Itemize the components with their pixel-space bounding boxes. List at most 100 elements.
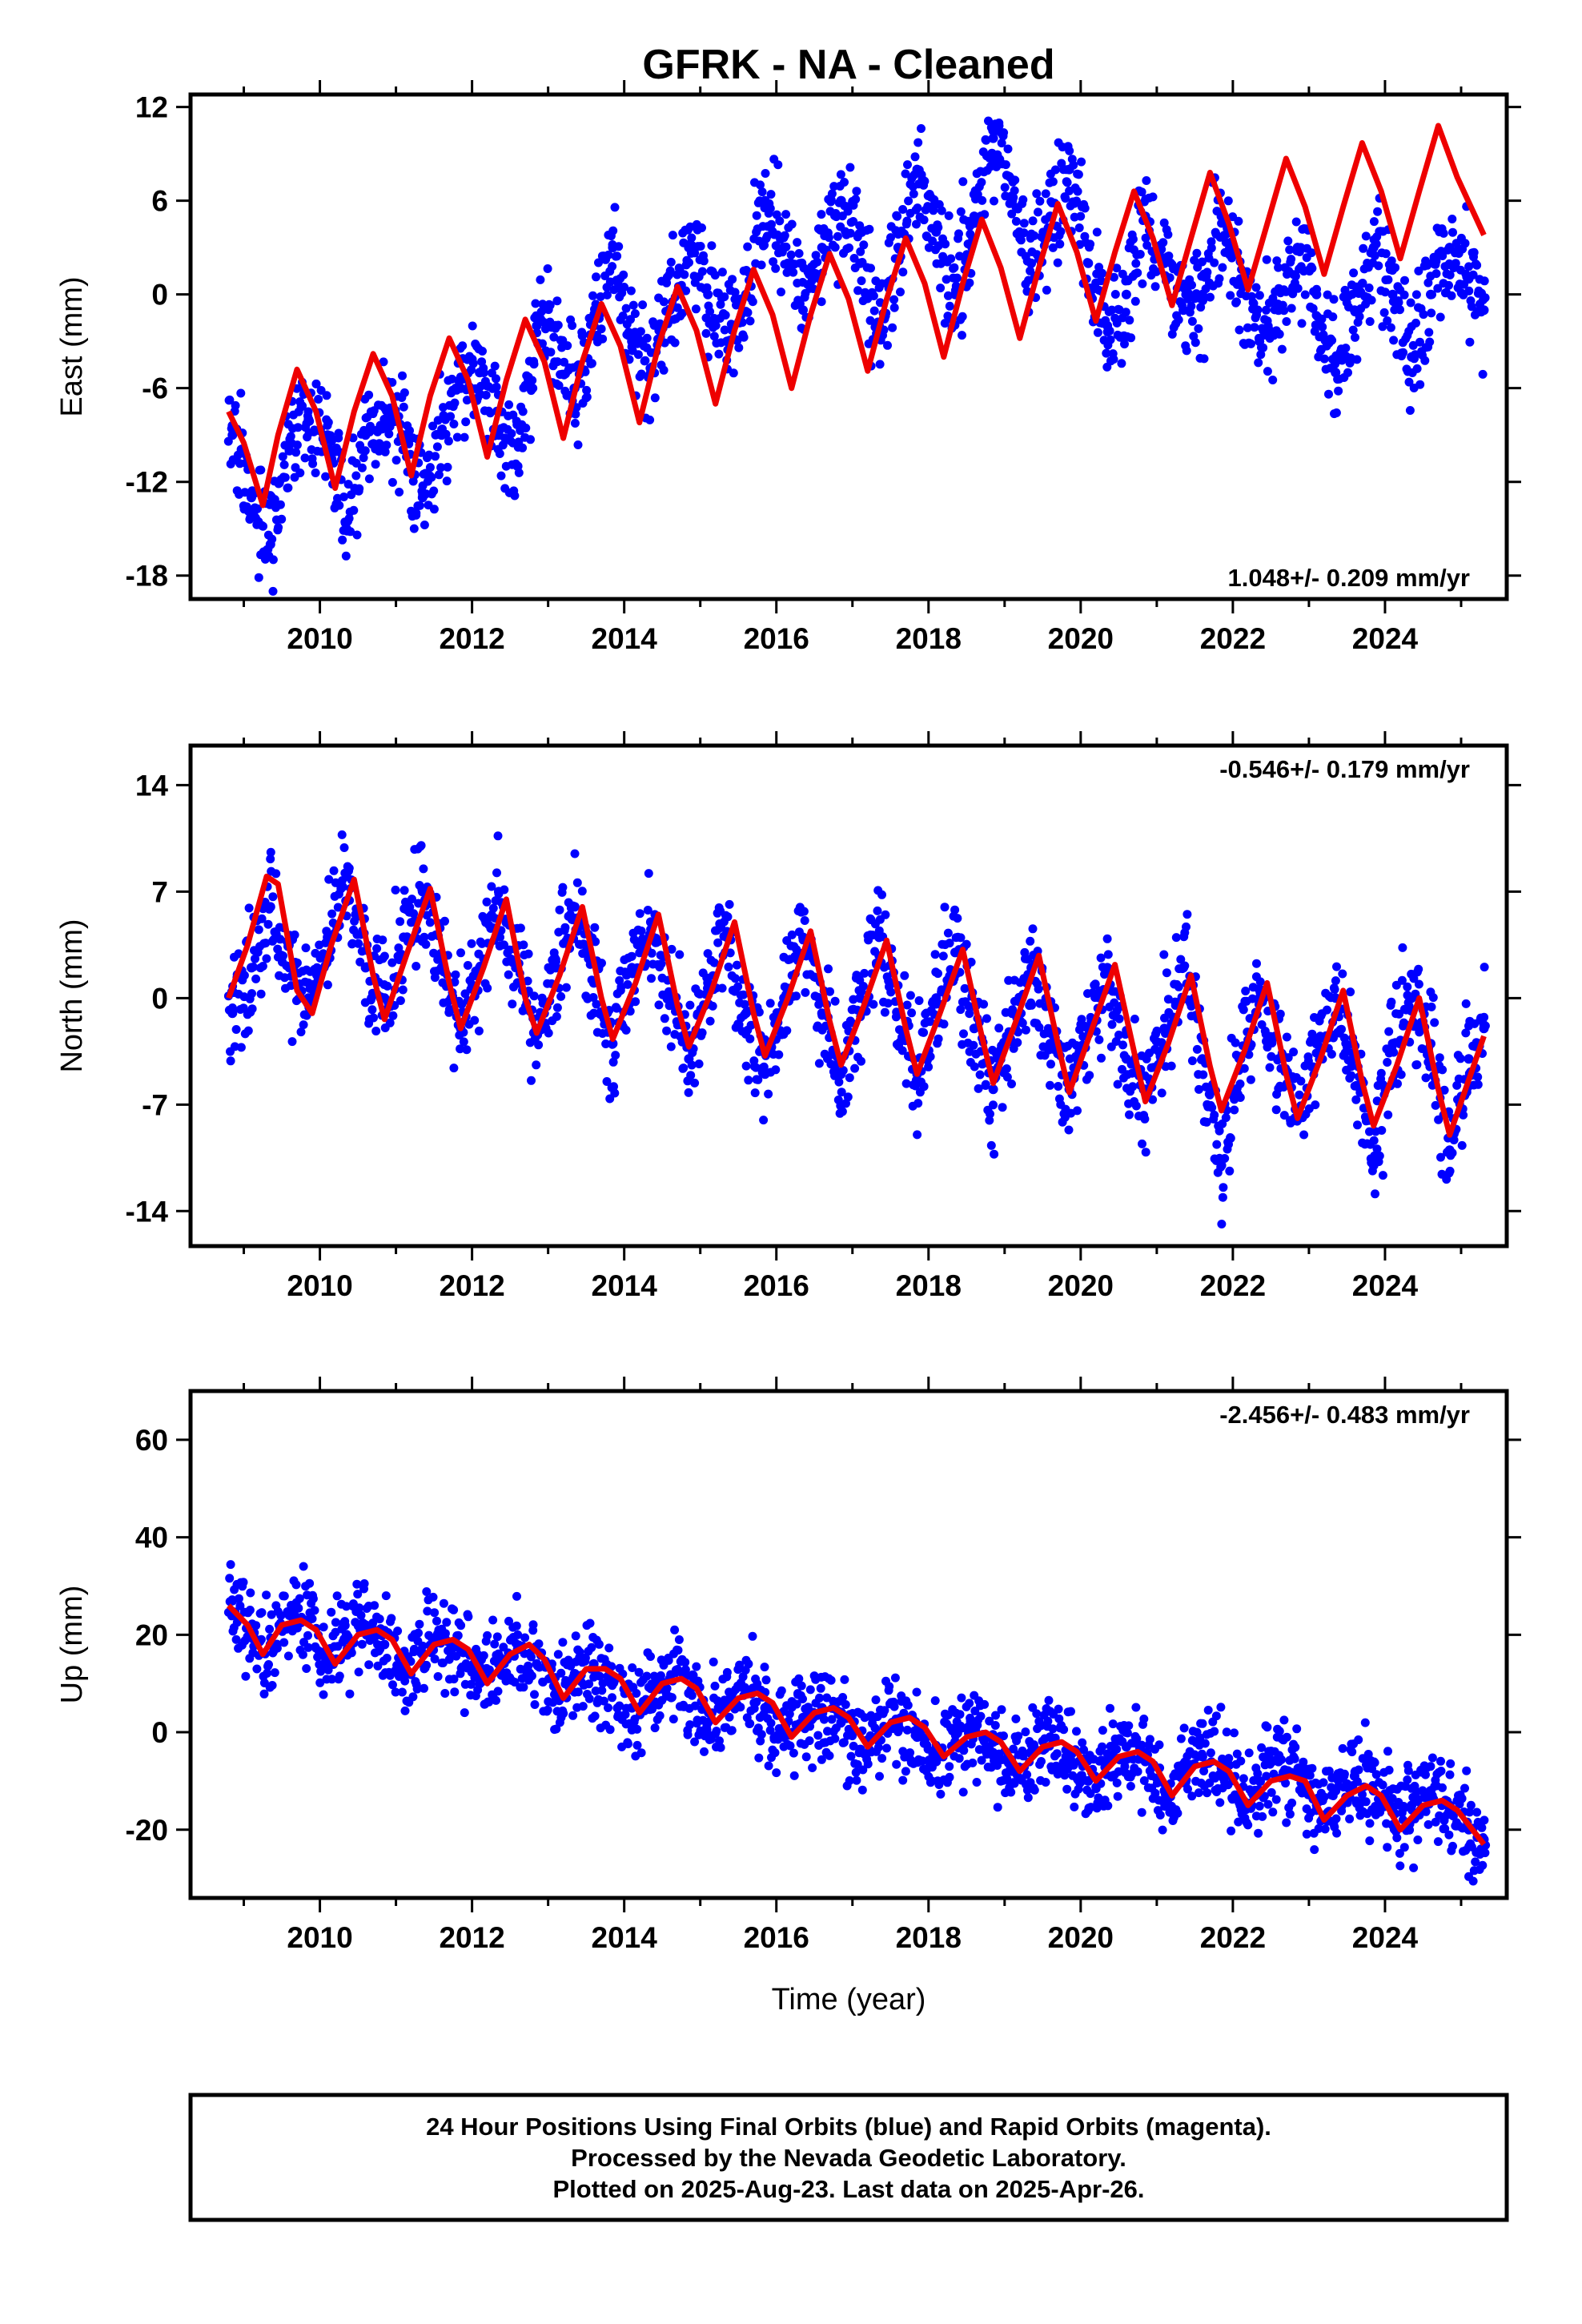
- data-point: [1021, 1727, 1030, 1737]
- data-point: [1419, 310, 1428, 320]
- data-point: [444, 436, 453, 446]
- data-point: [584, 1694, 594, 1703]
- data-point: [598, 1679, 608, 1688]
- data-point: [1102, 320, 1113, 331]
- data-point: [412, 1684, 422, 1694]
- data-point: [880, 1706, 889, 1715]
- data-point: [959, 1746, 969, 1755]
- x-tick-label: 2022: [1200, 1269, 1266, 1302]
- data-point: [830, 996, 840, 1006]
- data-point: [1311, 1039, 1322, 1049]
- data-point: [1121, 289, 1131, 300]
- data-point: [817, 297, 826, 307]
- data-point: [794, 249, 804, 258]
- y-tick-label: 6: [151, 185, 168, 218]
- data-point: [556, 1668, 566, 1678]
- data-point: [1368, 1160, 1379, 1171]
- data-point: [1235, 325, 1244, 335]
- data-point: [945, 301, 954, 311]
- data-point: [1108, 1719, 1118, 1729]
- data-point: [1032, 189, 1042, 199]
- data-point: [1042, 285, 1051, 295]
- data-point: [1405, 406, 1415, 415]
- data-point: [1203, 267, 1212, 277]
- data-point: [628, 300, 638, 310]
- data-point: [907, 1008, 917, 1018]
- data-point: [1106, 1703, 1114, 1713]
- data-point: [1235, 1093, 1245, 1102]
- data-point: [274, 523, 283, 533]
- data-point: [568, 1711, 578, 1720]
- data-point: [1331, 368, 1341, 378]
- data-point: [869, 999, 878, 1009]
- data-point: [1150, 1788, 1160, 1798]
- data-point: [460, 432, 469, 442]
- data-point: [1112, 263, 1122, 273]
- data-point: [756, 1736, 765, 1746]
- data-point: [582, 392, 592, 402]
- data-point: [468, 359, 478, 368]
- data-point: [855, 221, 865, 231]
- data-point: [998, 1103, 1007, 1112]
- data-point: [518, 443, 528, 452]
- data-point: [1393, 1079, 1402, 1088]
- data-point: [843, 1092, 853, 1102]
- data-point: [1479, 305, 1489, 316]
- data-point: [1317, 314, 1327, 324]
- data-point: [1195, 1084, 1203, 1094]
- data-point: [1052, 1749, 1062, 1759]
- data-point: [1198, 257, 1207, 267]
- data-point: [1311, 289, 1322, 300]
- data-point: [1158, 1825, 1167, 1835]
- data-point: [1225, 1166, 1235, 1176]
- data-point: [977, 178, 986, 187]
- data-point: [1328, 312, 1338, 322]
- data-point: [988, 1084, 998, 1095]
- data-point: [1251, 283, 1261, 292]
- data-point: [865, 224, 874, 234]
- data-point: [1148, 192, 1158, 202]
- data-point: [1078, 1738, 1087, 1747]
- data-point: [1098, 268, 1107, 278]
- data-point: [608, 1039, 618, 1049]
- data-point: [985, 1116, 994, 1125]
- data-point: [225, 1574, 235, 1583]
- data-point: [1444, 280, 1453, 290]
- data-point: [488, 903, 498, 913]
- data-point: [729, 368, 738, 378]
- data-point: [1128, 1082, 1138, 1092]
- data-point: [945, 1762, 954, 1771]
- data-point: [1112, 1744, 1122, 1754]
- data-point: [1183, 1784, 1192, 1794]
- data-point: [585, 1618, 595, 1628]
- data-point: [1277, 344, 1287, 354]
- data-point: [408, 1692, 418, 1702]
- data-point: [608, 243, 618, 253]
- data-point: [493, 887, 504, 897]
- data-point: [393, 1626, 403, 1636]
- data-point: [858, 1765, 868, 1775]
- data-point: [697, 1028, 707, 1038]
- data-point: [1308, 304, 1318, 313]
- data-point: [319, 1690, 328, 1699]
- data-point: [327, 1607, 336, 1617]
- data-point: [913, 1130, 922, 1140]
- data-point: [1403, 982, 1412, 991]
- data-point: [1239, 1005, 1248, 1015]
- data-point: [534, 1639, 544, 1649]
- data-point: [1073, 1106, 1082, 1116]
- data-point: [1217, 1220, 1227, 1228]
- data-point: [1009, 1744, 1018, 1754]
- data-point: [1369, 1136, 1379, 1145]
- data-point: [1439, 1085, 1449, 1095]
- data-point: [510, 491, 520, 501]
- data-point: [1371, 1189, 1379, 1199]
- data-point: [781, 210, 791, 219]
- data-point: [256, 465, 266, 475]
- data-point: [597, 1686, 607, 1695]
- data-point: [628, 1663, 637, 1672]
- data-point: [1323, 290, 1332, 300]
- data-point: [1216, 1160, 1227, 1171]
- data-point: [734, 343, 744, 352]
- data-point: [904, 196, 913, 206]
